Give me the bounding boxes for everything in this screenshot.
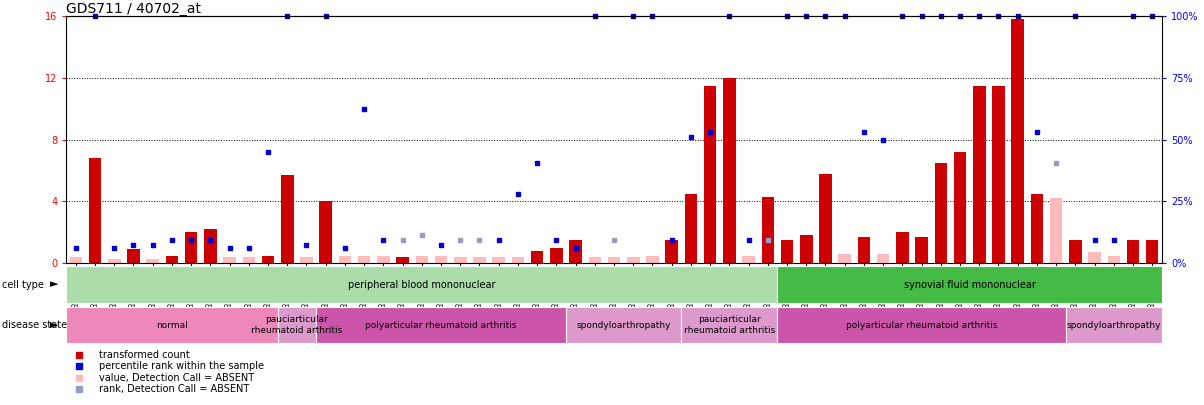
Text: pauciarticular
rheumatoid arthritis: pauciarticular rheumatoid arthritis [252, 315, 342, 335]
Text: normal: normal [157, 320, 188, 330]
Bar [435, 256, 448, 263]
Bar [1146, 240, 1158, 263]
Text: synovial fluid mononuclear: synovial fluid mononuclear [904, 279, 1035, 290]
Bar [531, 251, 543, 263]
Bar [147, 259, 159, 263]
Text: polyarticular rheumatoid arthritis: polyarticular rheumatoid arthritis [365, 320, 517, 330]
Bar [704, 86, 716, 263]
Bar [415, 256, 429, 263]
Bar [1050, 198, 1062, 263]
Bar [512, 257, 524, 263]
Text: ►: ► [49, 279, 59, 290]
Bar [896, 232, 909, 263]
Bar [569, 240, 582, 263]
Text: percentile rank within the sample: percentile rank within the sample [99, 361, 264, 371]
Bar [492, 257, 504, 263]
Bar [857, 237, 870, 263]
Bar [1127, 240, 1139, 263]
Bar [566, 307, 681, 343]
Bar [128, 249, 140, 263]
Bar [281, 175, 294, 263]
Bar [934, 163, 948, 263]
Bar [205, 229, 217, 263]
Bar [317, 307, 566, 343]
Bar [108, 259, 120, 263]
Bar [838, 254, 851, 263]
Text: transformed count: transformed count [99, 350, 190, 360]
Bar [454, 257, 466, 263]
Bar [589, 257, 601, 263]
Bar [1069, 240, 1081, 263]
Text: pauciarticular
rheumatoid arthritis: pauciarticular rheumatoid arthritis [684, 315, 775, 335]
Text: GDS711 / 40702_at: GDS711 / 40702_at [66, 2, 201, 16]
Bar [66, 266, 778, 303]
Text: ►: ► [49, 320, 59, 330]
Text: peripheral blood mononuclear: peripheral blood mononuclear [348, 279, 496, 290]
Bar [915, 237, 928, 263]
Bar [762, 197, 774, 263]
Bar [473, 257, 485, 263]
Bar [338, 256, 352, 263]
Bar [396, 257, 409, 263]
Bar [300, 257, 313, 263]
Bar [1066, 307, 1162, 343]
Text: value, Detection Call = ABSENT: value, Detection Call = ABSENT [99, 373, 254, 383]
Bar [358, 256, 371, 263]
Text: disease state: disease state [2, 320, 67, 330]
Bar [778, 307, 1066, 343]
Bar [278, 307, 317, 343]
Bar [1031, 194, 1043, 263]
Text: spondyloarthropathy: spondyloarthropathy [577, 320, 671, 330]
Bar [1108, 256, 1120, 263]
Bar [319, 202, 332, 263]
Text: polyarticular rheumatoid arthritis: polyarticular rheumatoid arthritis [846, 320, 997, 330]
Bar [666, 240, 678, 263]
Bar [608, 257, 620, 263]
Bar [377, 256, 390, 263]
Bar [954, 152, 967, 263]
Bar [1088, 252, 1100, 263]
Bar [685, 194, 697, 263]
Bar [743, 256, 755, 263]
Bar [550, 248, 562, 263]
Bar [627, 257, 639, 263]
Text: spondyloarthropathy: spondyloarthropathy [1067, 320, 1161, 330]
Text: rank, Detection Call = ABSENT: rank, Detection Call = ABSENT [99, 384, 249, 394]
Bar [819, 174, 832, 263]
Bar [877, 254, 890, 263]
Bar [778, 266, 1162, 303]
Bar [973, 86, 986, 263]
Bar [1011, 19, 1023, 263]
Bar [780, 240, 793, 263]
Bar [681, 307, 778, 343]
Text: cell type: cell type [2, 279, 45, 290]
Bar [185, 232, 197, 263]
Bar [992, 86, 1004, 263]
Bar [799, 235, 813, 263]
Bar [242, 257, 255, 263]
Bar [224, 257, 236, 263]
Bar [166, 256, 178, 263]
Bar [89, 158, 101, 263]
Bar [724, 78, 736, 263]
Bar [66, 307, 278, 343]
Bar [261, 256, 275, 263]
Bar [70, 257, 82, 263]
Bar [647, 256, 659, 263]
